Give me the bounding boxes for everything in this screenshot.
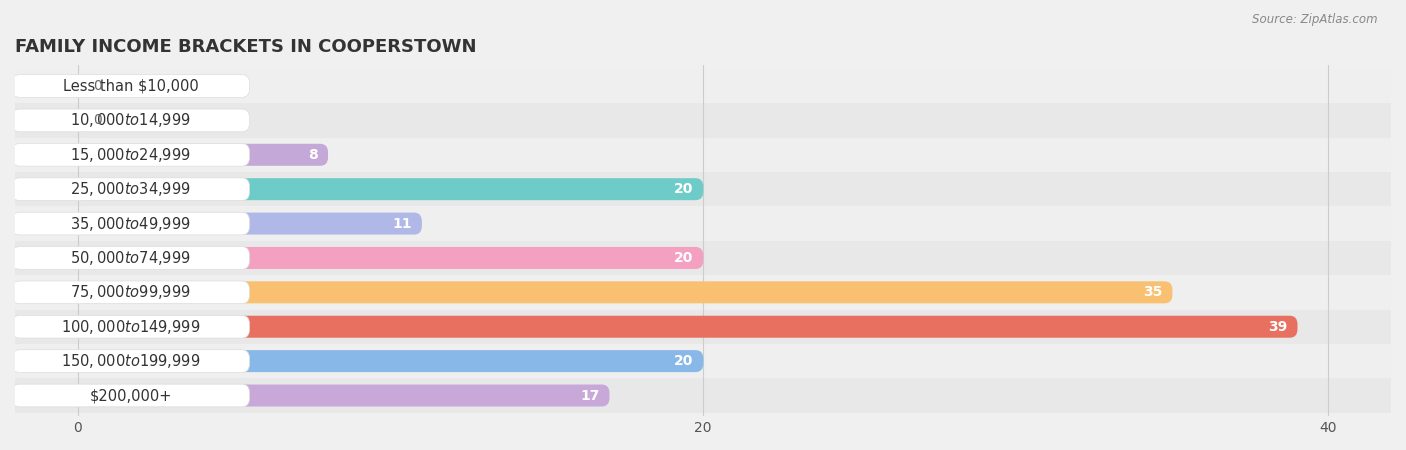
FancyBboxPatch shape xyxy=(11,350,249,373)
FancyBboxPatch shape xyxy=(11,75,249,97)
Text: Less than $10,000: Less than $10,000 xyxy=(63,78,198,94)
Bar xyxy=(15,378,1391,413)
Text: FAMILY INCOME BRACKETS IN COOPERSTOWN: FAMILY INCOME BRACKETS IN COOPERSTOWN xyxy=(15,37,477,55)
Bar xyxy=(15,344,1391,378)
Text: 20: 20 xyxy=(675,354,693,368)
Bar xyxy=(15,207,1391,241)
Text: $25,000 to $34,999: $25,000 to $34,999 xyxy=(70,180,191,198)
Bar xyxy=(15,103,1391,138)
FancyBboxPatch shape xyxy=(77,109,87,131)
FancyBboxPatch shape xyxy=(11,281,249,304)
Bar xyxy=(15,241,1391,275)
FancyBboxPatch shape xyxy=(11,384,249,407)
Bar xyxy=(15,138,1391,172)
Text: 0: 0 xyxy=(93,113,101,127)
Text: Source: ZipAtlas.com: Source: ZipAtlas.com xyxy=(1253,14,1378,27)
Text: $10,000 to $14,999: $10,000 to $14,999 xyxy=(70,112,191,130)
Text: 8: 8 xyxy=(308,148,318,162)
Text: 20: 20 xyxy=(675,182,693,196)
FancyBboxPatch shape xyxy=(77,316,1298,338)
Text: 17: 17 xyxy=(581,388,600,402)
Text: $75,000 to $99,999: $75,000 to $99,999 xyxy=(70,284,191,302)
Bar xyxy=(15,172,1391,207)
FancyBboxPatch shape xyxy=(77,178,703,200)
Text: $150,000 to $199,999: $150,000 to $199,999 xyxy=(60,352,201,370)
FancyBboxPatch shape xyxy=(77,350,703,372)
FancyBboxPatch shape xyxy=(77,75,87,97)
Text: $200,000+: $200,000+ xyxy=(90,388,172,403)
Bar xyxy=(15,275,1391,310)
FancyBboxPatch shape xyxy=(11,315,249,338)
FancyBboxPatch shape xyxy=(77,247,703,269)
FancyBboxPatch shape xyxy=(77,281,1173,303)
FancyBboxPatch shape xyxy=(11,212,249,235)
Text: $100,000 to $149,999: $100,000 to $149,999 xyxy=(60,318,201,336)
Text: $15,000 to $24,999: $15,000 to $24,999 xyxy=(70,146,191,164)
Bar xyxy=(15,310,1391,344)
FancyBboxPatch shape xyxy=(77,144,328,166)
Text: 35: 35 xyxy=(1143,285,1163,299)
Text: 39: 39 xyxy=(1268,320,1288,334)
FancyBboxPatch shape xyxy=(11,144,249,166)
FancyBboxPatch shape xyxy=(11,109,249,132)
Text: $35,000 to $49,999: $35,000 to $49,999 xyxy=(70,215,191,233)
Text: 20: 20 xyxy=(675,251,693,265)
FancyBboxPatch shape xyxy=(11,247,249,269)
Text: 11: 11 xyxy=(392,216,412,230)
FancyBboxPatch shape xyxy=(77,212,422,234)
FancyBboxPatch shape xyxy=(11,178,249,201)
Text: 0: 0 xyxy=(93,79,101,93)
Text: $50,000 to $74,999: $50,000 to $74,999 xyxy=(70,249,191,267)
FancyBboxPatch shape xyxy=(77,384,609,406)
Bar xyxy=(15,69,1391,103)
